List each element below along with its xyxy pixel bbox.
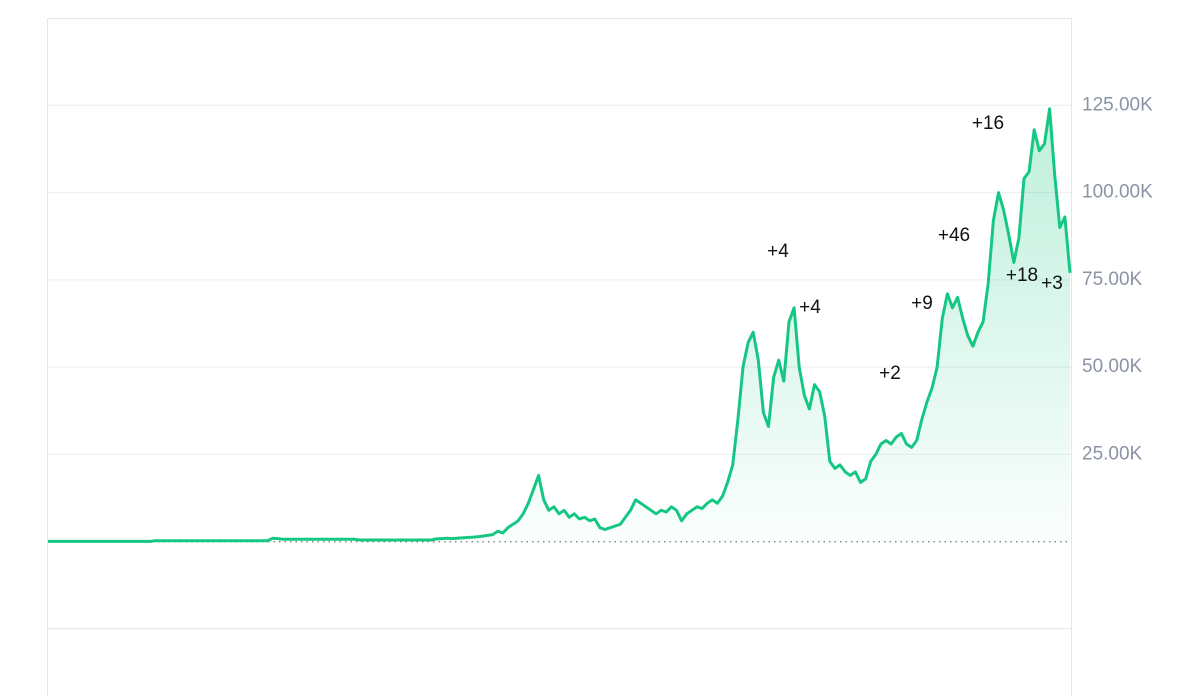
y-tick-label: 75.00K (1082, 269, 1143, 290)
event-marker: +3 (1041, 273, 1063, 294)
y-tick-label: 50.00K (1082, 356, 1143, 377)
event-marker: +9 (911, 293, 933, 314)
event-marker: +2 (879, 363, 901, 384)
y-tick-label: 100.00K (1082, 182, 1153, 203)
event-marker: +4 (799, 297, 821, 318)
area (48, 108, 1070, 542)
event-marker: +16 (972, 113, 1004, 134)
y-tick-label: 125.00K (1082, 94, 1153, 115)
plot-frame (47, 18, 1072, 696)
price-line (48, 107, 1072, 543)
y-tick-label: 25.00K (1082, 443, 1143, 464)
event-marker: +18 (1006, 265, 1038, 286)
event-marker: +46 (938, 225, 970, 246)
event-marker: +4 (767, 241, 789, 262)
